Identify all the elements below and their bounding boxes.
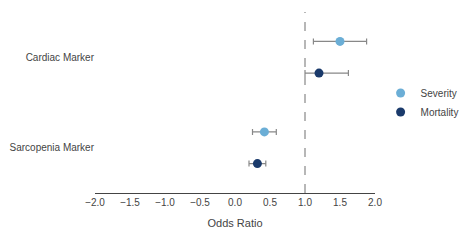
svg-text:Sarcopenia Marker: Sarcopenia Marker	[10, 142, 95, 153]
svg-text:Cardiac Marker: Cardiac Marker	[26, 52, 95, 63]
svg-text:0.5: 0.5	[263, 197, 277, 208]
svg-text:−2.0: −2.0	[85, 197, 105, 208]
svg-text:1.5: 1.5	[333, 197, 347, 208]
svg-text:Mortality: Mortality	[421, 107, 459, 118]
svg-text:−1.0: −1.0	[155, 197, 175, 208]
svg-text:1.0: 1.0	[298, 197, 312, 208]
svg-text:−1.5: −1.5	[120, 197, 140, 208]
svg-text:0.0: 0.0	[228, 197, 242, 208]
svg-text:Severity: Severity	[421, 88, 457, 99]
svg-text:Odds Ratio: Odds Ratio	[207, 217, 262, 229]
svg-text:−0.5: −0.5	[190, 197, 210, 208]
svg-text:2.0: 2.0	[368, 197, 382, 208]
